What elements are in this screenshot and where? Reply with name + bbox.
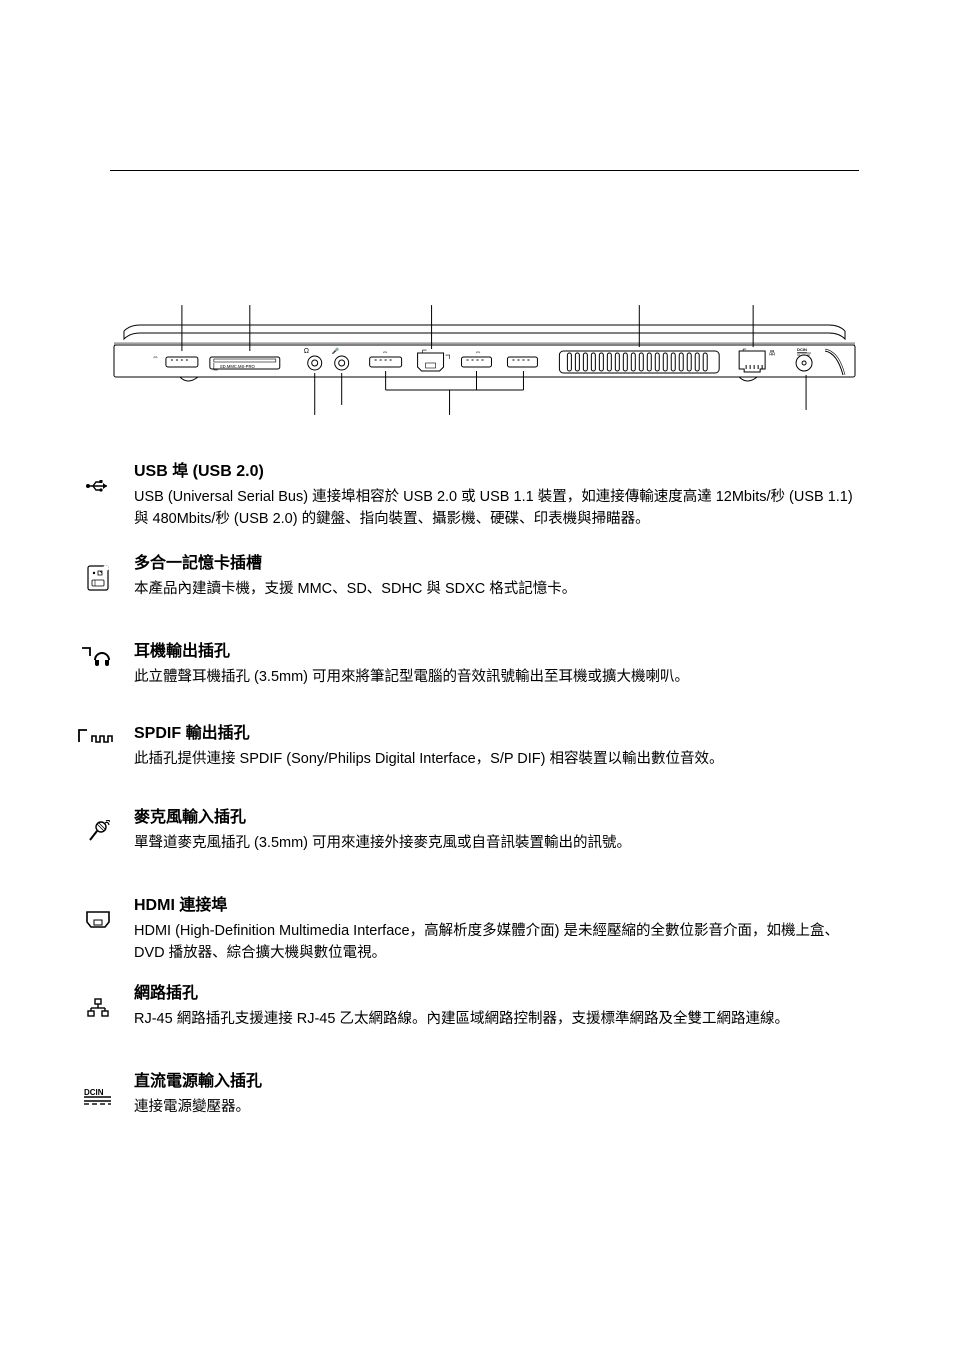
lan-icon [78,982,118,1028]
item-hdmi: HDMI 連接埠 HDMI (High-Definition Multimedi… [78,894,859,974]
mic-icon [78,806,118,852]
title-spdif: SPDIF 輸出插孔 [134,722,859,746]
headphone-icon [78,640,118,686]
desc-spdif: 此插孔提供連接 SPDIF (Sony/Philips Digital Inte… [134,746,859,770]
item-spdif: SPDIF 輸出插孔 此插孔提供連接 SPDIF (Sony/Philips D… [78,722,859,798]
dcin-icon: DCIN [78,1070,118,1116]
item-card: 多合一記憶卡插槽 本產品內建讀卡機，支援 MMC、SD、SDHC 與 SDXC … [78,552,859,632]
hdmi-icon [78,894,118,940]
title-mic: 麥克風輸入插孔 [134,806,859,830]
title-hdmi: HDMI 連接埠 [134,894,859,918]
desc-lan: RJ-45 網路插孔支援連接 RJ-45 乙太網路線。內建區域網路控制器，支援標… [134,1006,859,1030]
title-card: 多合一記憶卡插槽 [134,552,859,576]
svg-text:⇔: ⇔ [382,349,389,356]
desc-dcin: 連接電源變壓器。 [134,1094,859,1118]
item-mic: 麥克風輸入插孔 單聲道麥克風插孔 (3.5mm) 可用來連接外接麥克風或自音訊裝… [78,806,859,886]
desc-hdmi: HDMI (High-Definition Multimedia Interfa… [134,918,859,964]
desc-mic: 單聲道麥克風插孔 (3.5mm) 可用來連接外接麥克風或自音訊裝置輸出的訊號。 [134,830,859,854]
laptop-side-diagram: ⇔ SD.MMC.MS-PRO Ω 🎤 ⇔ ⇔ [110,305,859,425]
port-descriptions: USB 埠 (USB 2.0) USB (Universal Serial Bu… [78,460,859,1152]
title-headphone: 耳機輸出插孔 [134,640,859,664]
svg-text:Ω: Ω [304,348,309,355]
title-usb: USB 埠 (USB 2.0) [134,460,859,484]
item-lan: 網路插孔 RJ-45 網路插孔支援連接 RJ-45 乙太網路線。內建區域網路控制… [78,982,859,1062]
desc-card: 本產品內建讀卡機，支援 MMC、SD、SDHC 與 SDXC 格式記憶卡。 [134,576,859,600]
svg-text:DCIN: DCIN [797,347,807,352]
svg-text:⇔: ⇔ [475,349,482,356]
top-rule [110,170,859,171]
page: ⇔ SD.MMC.MS-PRO Ω 🎤 ⇔ ⇔ [0,0,954,1351]
item-dcin: DCIN 直流電源輸入插孔 連接電源變壓器。 [78,1070,859,1144]
desc-usb: USB (Universal Serial Bus) 連接埠相容於 USB 2.… [134,484,859,530]
svg-text:品: 品 [769,350,775,357]
svg-text:🎤: 🎤 [332,347,340,355]
title-lan: 網路插孔 [134,982,859,1006]
title-dcin: 直流電源輸入插孔 [134,1070,859,1094]
svg-text:DCIN: DCIN [84,1088,104,1097]
item-headphone: 耳機輸出插孔 此立體聲耳機插孔 (3.5mm) 可用來將筆記型電腦的音效訊號輸出… [78,640,859,714]
usb-icon [78,460,118,506]
item-usb: USB 埠 (USB 2.0) USB (Universal Serial Bu… [78,460,859,544]
desc-headphone: 此立體聲耳機插孔 (3.5mm) 可用來將筆記型電腦的音效訊號輸出至耳機或擴大機… [134,664,859,688]
spdif-icon [78,722,118,768]
card-icon [78,552,118,598]
svg-text:⇔: ⇔ [152,354,159,361]
svg-text:SD.MMC.MS-PRO: SD.MMC.MS-PRO [220,364,256,369]
